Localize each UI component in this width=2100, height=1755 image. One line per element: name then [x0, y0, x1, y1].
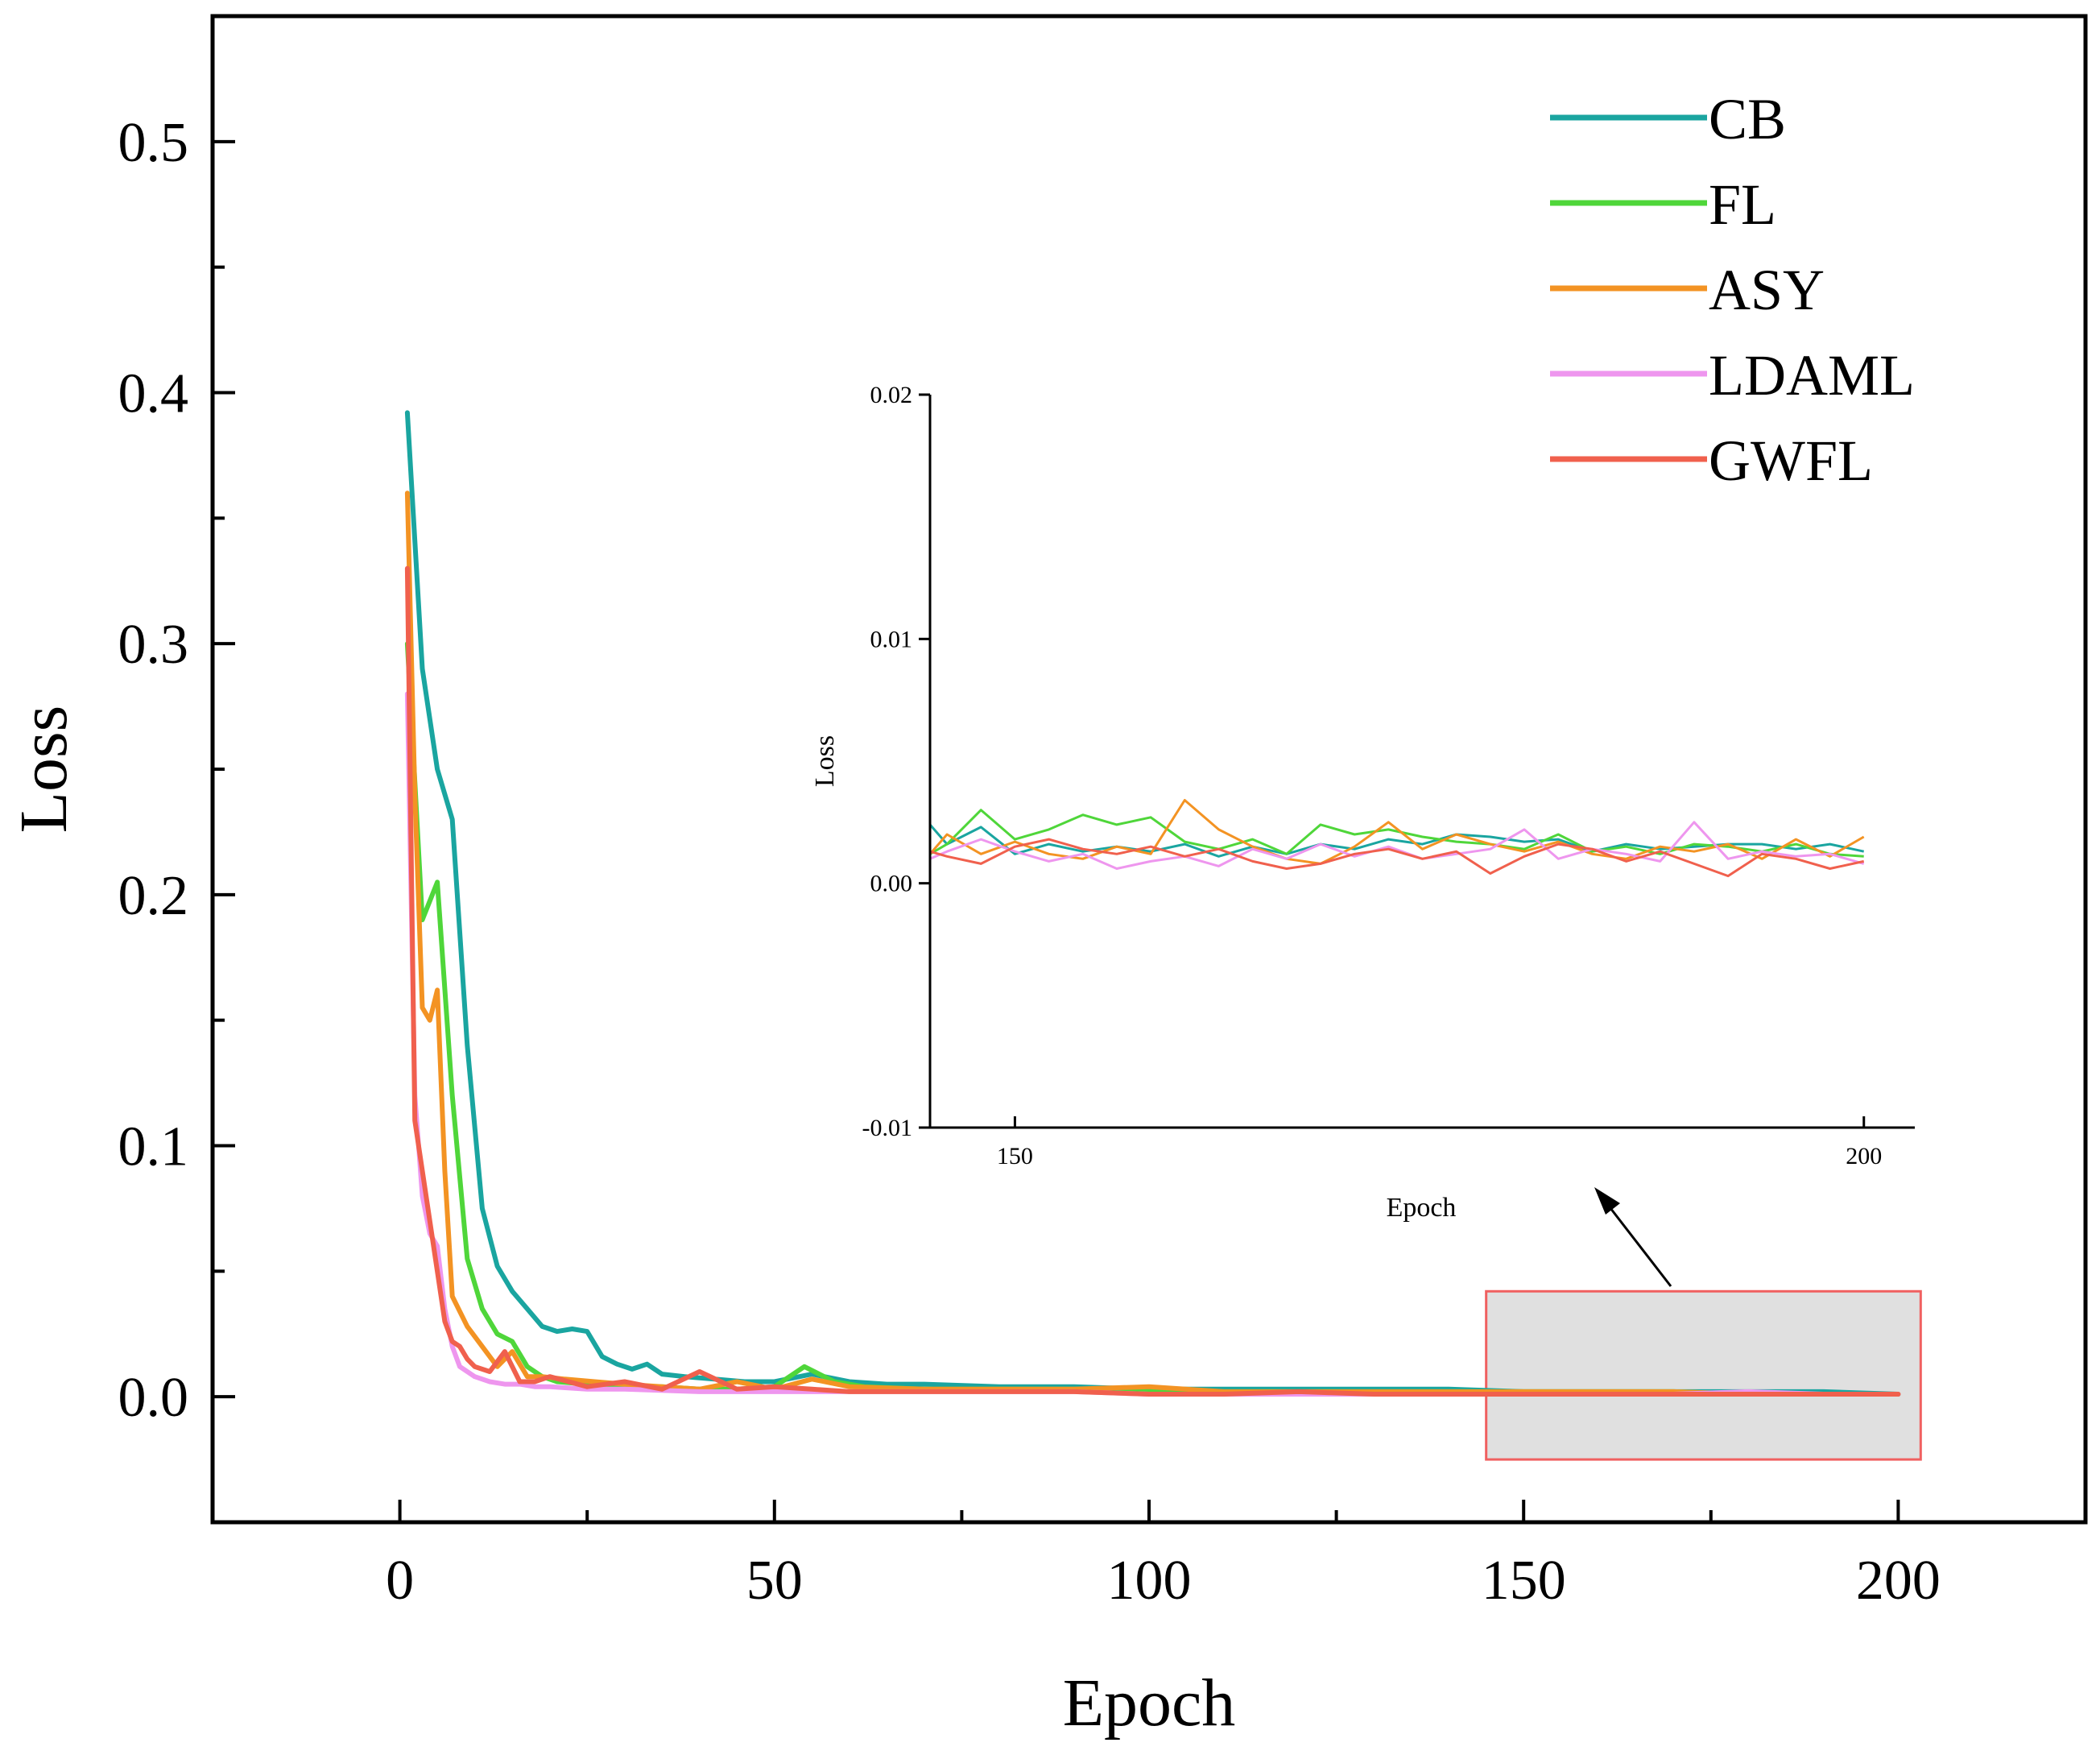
inset-y-tick-label: 0.01: [870, 626, 913, 652]
zoom-region-box: [1485, 1289, 1922, 1461]
main-y-axis: 0.0 0.1 0.2 0.3 0.4 0.5: [118, 14, 235, 1429]
inset-series-line-fl: [929, 809, 1864, 858]
x-tick-label: 0: [386, 1550, 414, 1612]
y-tick-label: 0.1: [118, 1116, 189, 1178]
inset-chart: -0.01 0.00 0.01 0.02 150 200 Epoch Loss: [810, 382, 1915, 1223]
zoom-arrow: [1594, 1187, 1672, 1287]
legend-label-asy: ASY: [1709, 258, 1825, 322]
x-tick-label: 200: [1856, 1550, 1941, 1612]
inset-y-axis-title: Loss: [810, 735, 840, 787]
series-line-asy: [404, 490, 1901, 1397]
y-tick-label: 0.4: [118, 363, 189, 425]
inset-x-tick-label: 200: [1846, 1143, 1882, 1169]
main-x-axis: 0 50 100 150 200: [386, 1500, 1941, 1612]
legend-label-gwfl: GWFL: [1709, 428, 1873, 493]
legend-label-ldaml: LDAML: [1709, 343, 1915, 408]
x-tick-label: 100: [1107, 1550, 1192, 1612]
inset-series-line-gwfl: [929, 838, 1865, 878]
y-tick-label: 0.2: [118, 865, 189, 927]
legend-label-fl: FL: [1709, 172, 1776, 237]
main-y-axis-title: Loss: [6, 706, 81, 834]
y-tick-label: 0.5: [118, 112, 189, 174]
inset-plot-lines: [928, 799, 1865, 878]
zoom-box-rect: [1485, 1289, 1922, 1461]
inset-y-tick-label: 0.00: [870, 871, 913, 897]
y-tick-label: 0.0: [118, 1367, 189, 1429]
main-plot-lines: [404, 410, 1901, 1397]
inset-y-tick-label: 0.02: [870, 382, 913, 408]
inset-x-tick-label: 150: [997, 1143, 1033, 1169]
x-tick-label: 150: [1482, 1550, 1566, 1612]
inset-series-line-ldaml: [929, 821, 1865, 870]
inset-y-tick-label: -0.01: [862, 1115, 913, 1141]
series-line-gwfl: [404, 565, 1901, 1397]
legend: CB FL ASY LDAML GWFL: [1550, 87, 1915, 493]
inset-axes: -0.01 0.00 0.01 0.02 150 200: [862, 382, 1915, 1169]
main-x-axis-title: Epoch: [1063, 1666, 1236, 1741]
legend-label-cb: CB: [1709, 87, 1786, 151]
inset-x-axis-title: Epoch: [1387, 1193, 1457, 1223]
y-tick-label: 0.3: [118, 614, 189, 676]
x-tick-label: 50: [746, 1550, 803, 1612]
